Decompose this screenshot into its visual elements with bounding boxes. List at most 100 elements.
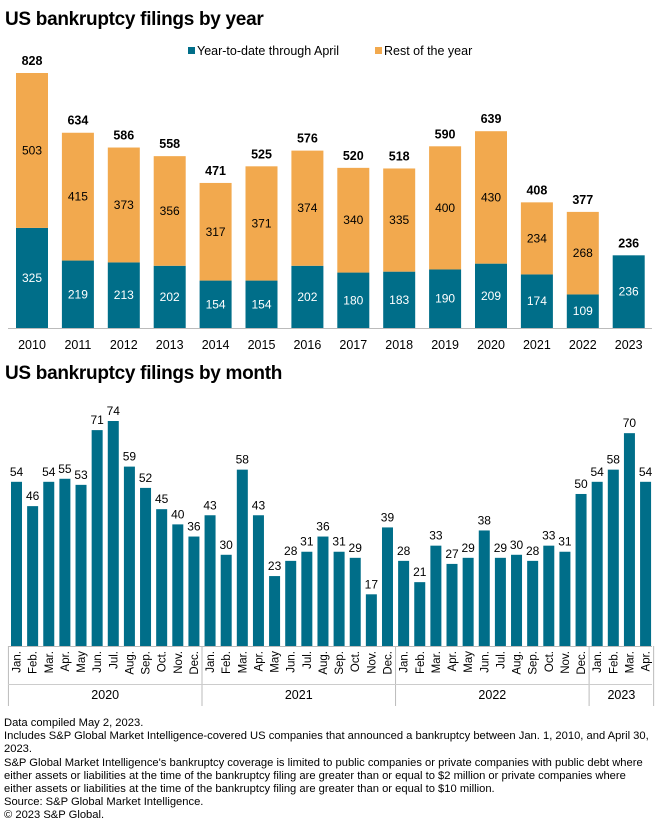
data-label: 180	[343, 293, 363, 307]
bar-month	[75, 484, 87, 646]
total-label: 828	[22, 54, 43, 68]
data-label: 36	[187, 520, 201, 534]
data-label: 70	[623, 416, 637, 430]
data-label: 38	[478, 513, 492, 527]
month-tick-label: Apr.	[641, 651, 653, 671]
bar-rest	[383, 168, 416, 272]
bar-month	[494, 557, 506, 646]
data-label: 268	[573, 246, 593, 260]
data-label: 53	[74, 468, 88, 482]
month-tick-label: Mar.	[431, 651, 443, 673]
data-label: 39	[381, 510, 395, 524]
yearly-chart-title: US bankruptcy filings by year	[5, 9, 264, 30]
month-tick-label: Sep.	[141, 651, 153, 675]
bar-ytd	[475, 263, 507, 328]
bar-month	[543, 545, 555, 646]
data-label: 43	[252, 498, 266, 512]
bar-month	[349, 557, 361, 646]
total-label: 590	[435, 127, 456, 141]
month-tick-label: Aug.	[124, 651, 136, 675]
note: © 2023 S&P Global.	[4, 809, 105, 822]
bar-rest	[61, 132, 94, 261]
bar-month	[365, 594, 377, 646]
bar-ytd	[429, 269, 462, 328]
x-tick-label: 2022	[569, 338, 597, 352]
month-tick-label: Feb.	[28, 651, 40, 674]
data-label: 335	[389, 213, 409, 227]
bar-month	[430, 545, 442, 646]
bar-ytd	[566, 294, 599, 328]
x-tick-label: 2011	[64, 338, 91, 352]
note: Data compiled May 2, 2023.	[4, 717, 144, 729]
month-tick-label: Dec.	[382, 651, 394, 675]
x-tick-label: 2021	[523, 338, 551, 352]
bar-rest	[429, 146, 462, 270]
data-label: 371	[251, 216, 271, 230]
bar-month	[640, 481, 652, 646]
data-label: 58	[607, 453, 621, 467]
data-label: 190	[435, 292, 455, 306]
x-tick-label: 2016	[293, 338, 321, 352]
total-label: 236	[618, 236, 639, 250]
data-label: 29	[349, 541, 363, 555]
data-label: 373	[114, 198, 134, 212]
data-label: 27	[445, 547, 459, 561]
bar-month	[301, 551, 313, 646]
x-tick-label: 2019	[431, 338, 459, 352]
total-label: 518	[389, 149, 410, 163]
bar-rest	[107, 147, 140, 263]
data-label: 31	[300, 535, 314, 549]
data-label: 209	[481, 289, 501, 303]
data-label: 430	[481, 190, 501, 204]
data-label: 55	[58, 462, 72, 476]
bar-month	[478, 530, 490, 646]
data-label: 213	[114, 288, 134, 302]
total-label: 377	[572, 193, 593, 207]
month-tick-label: Oct.	[544, 651, 556, 672]
month-tick-label: Jan.	[399, 651, 411, 673]
total-label: 634	[67, 114, 88, 128]
bar-month	[204, 515, 216, 646]
year-group-label: 2021	[285, 688, 313, 702]
data-label: 202	[297, 290, 317, 304]
month-tick-label: Jun.	[479, 651, 491, 673]
month-tick-label: Sep.	[334, 651, 346, 675]
bar-month	[123, 466, 135, 646]
data-label: 21	[413, 565, 427, 579]
data-label: 40	[171, 507, 185, 521]
month-tick-label: Mar.	[624, 651, 636, 673]
month-tick-label: Nov.	[173, 651, 185, 674]
month-tick-label: Nov.	[366, 651, 378, 674]
x-tick-label: 2012	[110, 338, 138, 352]
data-label: 400	[435, 201, 455, 215]
month-tick-label: Mar.	[237, 651, 249, 673]
x-tick-label: 2013	[156, 338, 184, 352]
bar-month	[43, 481, 55, 646]
bar-month	[27, 506, 39, 646]
x-tick-label: 2014	[202, 338, 230, 352]
month-tick-label: Mar.	[44, 651, 56, 673]
total-label: 576	[297, 132, 318, 146]
bar-rest	[199, 182, 232, 281]
bar-rest	[16, 73, 48, 228]
total-label: 408	[526, 183, 547, 197]
bar-month	[559, 551, 571, 646]
month-tick-label: Dec.	[576, 651, 588, 675]
month-tick-label: Jan.	[205, 651, 217, 673]
data-label: 317	[206, 225, 226, 239]
bar-month	[317, 536, 329, 646]
data-label: 28	[284, 544, 298, 558]
data-label: 174	[527, 294, 547, 308]
data-label: 29	[494, 541, 508, 555]
data-label: 356	[160, 204, 180, 218]
bar-rest	[337, 167, 370, 273]
year-group-label: 2022	[478, 688, 506, 702]
data-label: 30	[220, 538, 234, 552]
bar-month	[381, 527, 393, 646]
bar-month	[269, 576, 281, 646]
bar-ytd	[107, 262, 140, 328]
data-label: 54	[42, 465, 56, 479]
month-tick-label: Dec.	[189, 651, 201, 675]
data-label: 59	[123, 450, 137, 464]
data-label: 234	[527, 231, 547, 245]
